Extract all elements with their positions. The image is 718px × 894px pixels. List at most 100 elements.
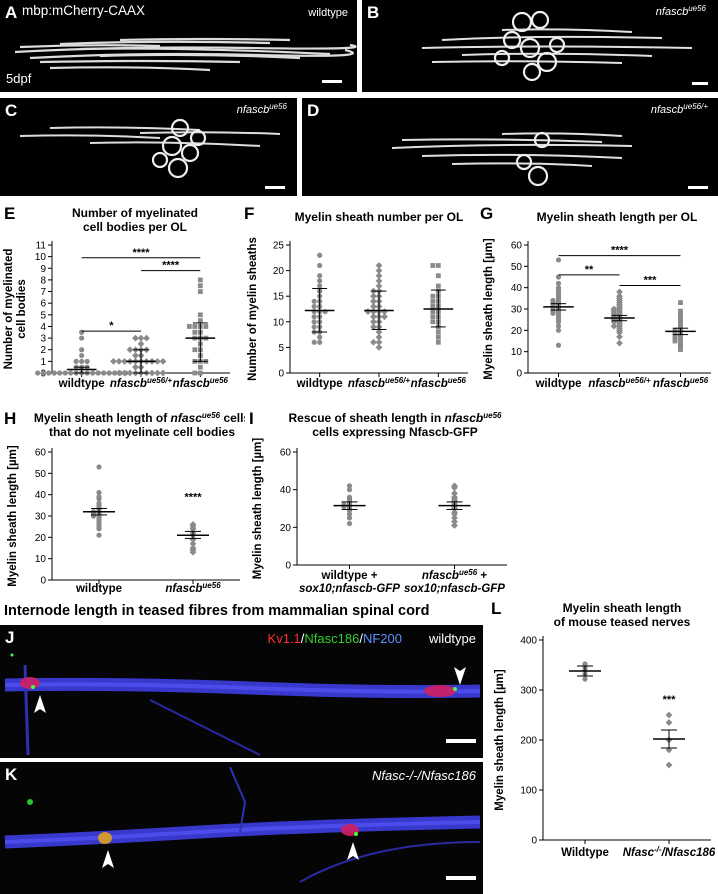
panel-j-scalebar [446, 739, 476, 743]
data-point [435, 273, 441, 279]
x-tick-label: wildtype [58, 378, 105, 390]
data-point [79, 329, 85, 335]
panel-a-marker: mbp:mCherry-CAAX [22, 3, 145, 18]
y-tick-label: 40 [511, 283, 523, 294]
y-axis-label: Myelin sheath length [µm] [7, 445, 19, 587]
panel-k-scalebar [446, 876, 476, 880]
data-point [197, 370, 203, 376]
data-point [311, 298, 317, 304]
data-point [370, 297, 377, 305]
data-point [665, 719, 673, 726]
data-point [430, 314, 436, 320]
x-tick-label-line2: sox10;nfascb-GFP [299, 583, 400, 595]
data-point [79, 347, 85, 353]
data-point [79, 352, 85, 359]
chart-title: Myelin sheath length per OL [537, 210, 698, 224]
chart-title-line2: that do not myelinate cell bodies [49, 425, 235, 439]
data-point [555, 285, 562, 291]
panel-k-node-arrowhead [102, 850, 114, 868]
y-tick-label: 60 [511, 241, 523, 252]
y-tick-label: 60 [35, 448, 47, 459]
y-tick-label: 0 [285, 561, 291, 572]
x-tick-label: nfascbue56 + [422, 568, 488, 582]
data-point [101, 370, 107, 376]
y-tick-label: 4 [40, 322, 46, 333]
x-tick-label: nfascbue56 [165, 581, 221, 595]
data-point [62, 370, 68, 376]
data-point [370, 338, 377, 346]
data-point [121, 369, 128, 377]
data-point [311, 308, 317, 315]
y-tick-label: 20 [35, 533, 47, 544]
y-tick-label: 5 [278, 343, 284, 354]
data-point [317, 262, 323, 269]
data-point [375, 272, 383, 280]
data-point [197, 312, 203, 318]
data-point [346, 520, 353, 527]
data-point [364, 308, 372, 315]
x-tick-label: wildtype [534, 378, 581, 390]
chart-h: H Myelin sheath length of nfascue56 cells… [4, 410, 245, 595]
y-tick-label: 0 [516, 369, 522, 380]
data-point [192, 347, 198, 353]
data-point [68, 370, 74, 376]
data-point [192, 370, 198, 376]
data-point [96, 489, 102, 496]
data-point [430, 309, 436, 314]
x-tick-label: wildtype + [321, 570, 378, 582]
data-point [435, 329, 441, 335]
y-tick-label: 0 [278, 369, 284, 380]
data-point [132, 334, 139, 342]
y-tick-label: 200 [520, 736, 537, 747]
data-point [582, 661, 588, 667]
y-tick-label: 60 [280, 448, 292, 459]
data-point [189, 544, 197, 552]
panel-k-image: Nfasc-/-/Nfasc186 [0, 762, 483, 894]
data-point [430, 319, 436, 325]
data-point [51, 370, 57, 376]
data-point [451, 493, 458, 501]
data-point [381, 308, 388, 315]
panel-c-image: nfascbue56 [0, 98, 297, 196]
data-point [203, 324, 209, 329]
data-point [192, 329, 198, 335]
panel-letter: E [4, 205, 15, 223]
significance-label: **** [184, 492, 202, 504]
y-axis-label: Number of myelinated [3, 249, 15, 370]
chart-title: Myelin sheath number per OL [295, 210, 464, 224]
panel-a-fibres: mbp:mCherry-CAAX wildtype 5dpf [6, 3, 357, 86]
data-point [341, 502, 347, 508]
panel-c-scalebar [265, 186, 285, 189]
panel-j-node-arrowhead [34, 695, 46, 713]
panel-j-image: Kv1.1/Nfasc186/NF200 wildtype [0, 625, 483, 758]
y-tick-label: 40 [35, 490, 47, 501]
panel-a-genotype: wildtype [307, 7, 348, 19]
data-point [555, 342, 562, 348]
data-point [435, 283, 441, 289]
data-point [137, 340, 145, 348]
data-point [346, 487, 353, 493]
data-point [678, 308, 683, 314]
panel-letter: H [4, 410, 16, 428]
panel-j-node-arrowhead [454, 667, 466, 685]
panel-d-image: nfascbue56/+ [302, 98, 718, 196]
data-point [110, 357, 117, 365]
data-point [311, 319, 317, 325]
y-axis-label: Number of myelin sheaths [247, 237, 259, 381]
chart-title-line2: cell bodies per OL [83, 220, 187, 234]
panel-b-letter: B [367, 3, 380, 22]
panel-letter: F [244, 205, 254, 223]
panel-d-letter: D [307, 101, 320, 120]
y-tick-label: 400 [520, 636, 537, 647]
panel-j-channel-labels: Kv1.1/Nfasc186/NF200 [268, 631, 402, 646]
data-point [132, 363, 139, 371]
significance-label: **** [162, 260, 180, 272]
y-tick-label: 0 [40, 576, 46, 587]
panel-letter: I [249, 410, 254, 428]
chart-f: F Myelin sheath number per OL Number of my… [244, 205, 468, 390]
data-point [430, 298, 436, 304]
data-point [96, 532, 102, 538]
data-point [96, 464, 102, 470]
significance-label: **** [132, 247, 150, 259]
data-point [555, 257, 562, 263]
